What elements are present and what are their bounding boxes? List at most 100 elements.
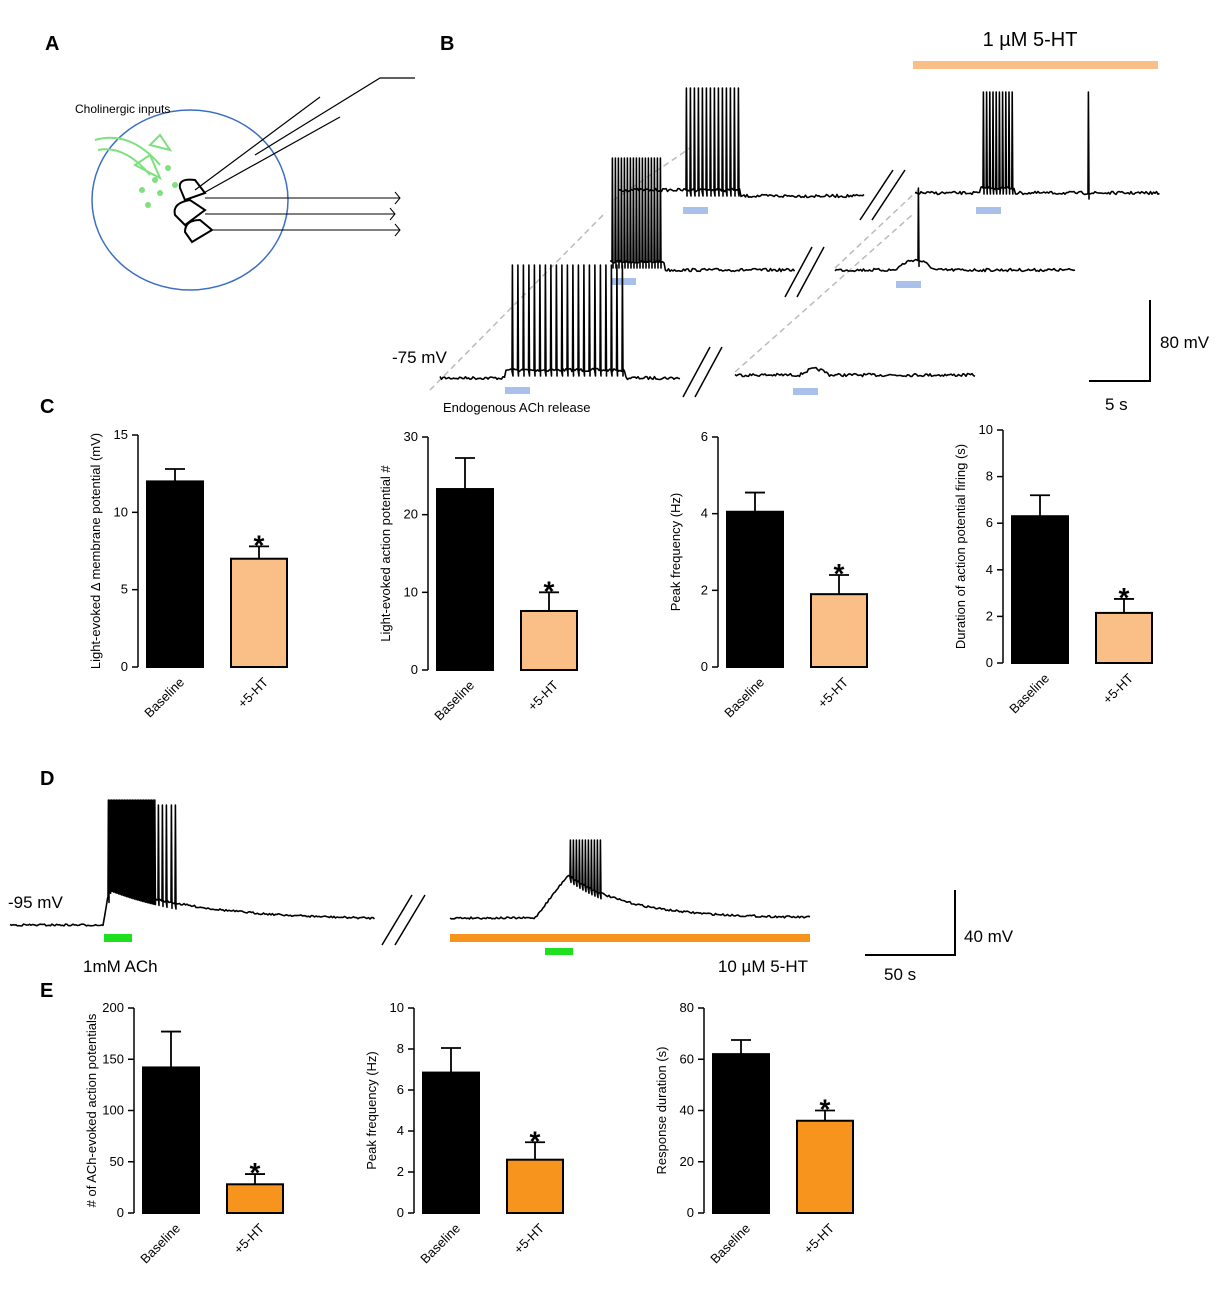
slice-diagram [91,77,415,291]
y-tick-label: 10 [390,1000,404,1015]
x-tick-label: Baseline [1006,671,1052,717]
y-tick-label: 0 [701,659,708,674]
y-axis-label: Response duration (s) [654,1047,669,1175]
y-tick-label: 10 [114,504,128,519]
y-tick-label: 4 [397,1123,404,1138]
panel-label: B [440,33,454,55]
y-axis-label: Light-evoked action potential # [378,465,393,642]
voltage-trace [9,799,376,927]
bar [810,593,868,669]
y-tick-label: 100 [102,1103,124,1118]
panel-label: C [40,396,54,418]
y-tick-label: 4 [986,562,993,577]
drug-label: 10 µM 5-HT [718,957,808,976]
y-tick-label: 10 [979,422,993,437]
potential-label: -75 mV [392,348,447,367]
voltage-trace [734,366,976,378]
voltage-trace [914,91,1160,200]
bar [146,480,204,668]
significance: * [544,575,555,606]
x-tick-label: +5-HT [511,1220,547,1256]
voltage-trace [617,87,865,199]
y-axis-label: Duration of action potential firing (s) [953,444,968,649]
voltage-trace [834,187,1076,273]
y-tick-label: 20 [404,507,418,522]
voltage-trace [439,264,681,381]
bar [436,488,494,671]
x-tick-label: +5-HT [231,1220,267,1256]
scale-t: 50 s [884,965,916,984]
y-tick-label: 0 [397,1205,404,1220]
y-tick-label: 15 [114,427,128,442]
x-tick-label: Baseline [707,1221,753,1267]
ach-bar [545,948,573,955]
bar [1011,515,1069,665]
significance: * [1119,582,1130,613]
y-tick-label: 50 [110,1154,124,1169]
significance: * [254,529,265,560]
drug-label: 1 µM 5-HT [983,29,1078,51]
break-marks [381,169,906,946]
y-axis-label: Light-evoked Δ membrane potential (mV) [88,433,103,669]
y-tick-label: 5 [121,582,128,597]
x-tick-label: Baseline [417,1221,463,1267]
x-tick-label: +5-HT [815,674,851,710]
light-pulses [505,207,1001,395]
significance: * [834,558,845,589]
y-tick-label: 10 [404,584,418,599]
y-tick-label: 0 [986,655,993,670]
y-tick-label: 2 [701,582,708,597]
significance: * [250,1157,261,1188]
x-tick-label: +5-HT [1100,670,1136,706]
y-tick-label: 0 [121,659,128,674]
scale-bar [865,890,956,956]
bar [796,1119,854,1214]
y-tick-label: 2 [986,608,993,623]
y-tick-label: 200 [102,1000,124,1015]
y-tick-label: 0 [411,662,418,677]
bar [226,1183,284,1215]
x-tick-label: Baseline [141,675,187,721]
y-tick-label: 4 [701,506,708,521]
y-tick-label: 30 [404,429,418,444]
stimulus-label: 1mM ACh [83,957,158,976]
x-tick-label: +5-HT [801,1220,837,1256]
scale-v: 40 mV [964,927,1014,946]
bar [506,1158,564,1214]
x-tick-label: +5-HT [525,677,561,713]
ach-bar [104,934,132,942]
x-tick-label: Baseline [431,678,477,724]
scale-t: 5 s [1105,395,1128,414]
drug-bar [913,61,1158,69]
scale-v: 80 mV [1160,333,1210,352]
potential-label: -95 mV [8,893,63,912]
bar [422,1071,480,1214]
panel-label: A [45,33,59,55]
bar [142,1066,200,1214]
y-tick-label: 80 [680,1000,694,1015]
y-tick-label: 8 [397,1041,404,1056]
bar [230,557,288,669]
stimulus-label: Endogenous ACh release [443,400,590,415]
guide-lines [429,147,919,391]
drug-bar [450,934,810,942]
y-tick-label: 6 [397,1082,404,1097]
y-tick-label: 0 [117,1205,124,1220]
y-tick-label: 40 [680,1103,694,1118]
bar [712,1053,770,1214]
y-axis-label: # of ACh-evoked action potentials [84,1013,99,1207]
bar [1095,611,1153,665]
panel-label: D [40,768,54,790]
y-axis-label: Peak frequency (Hz) [364,1051,379,1170]
x-tick-label: +5-HT [235,674,271,710]
voltage-trace [449,839,811,920]
significance: * [530,1125,541,1156]
panel-label: E [40,980,53,1002]
y-axis-label: Peak frequency (Hz) [668,493,683,612]
y-tick-label: 2 [397,1164,404,1179]
y-tick-label: 150 [102,1051,124,1066]
bar [726,510,784,668]
significance: * [820,1094,831,1125]
y-tick-label: 60 [680,1051,694,1066]
scale-bar [1089,300,1151,382]
